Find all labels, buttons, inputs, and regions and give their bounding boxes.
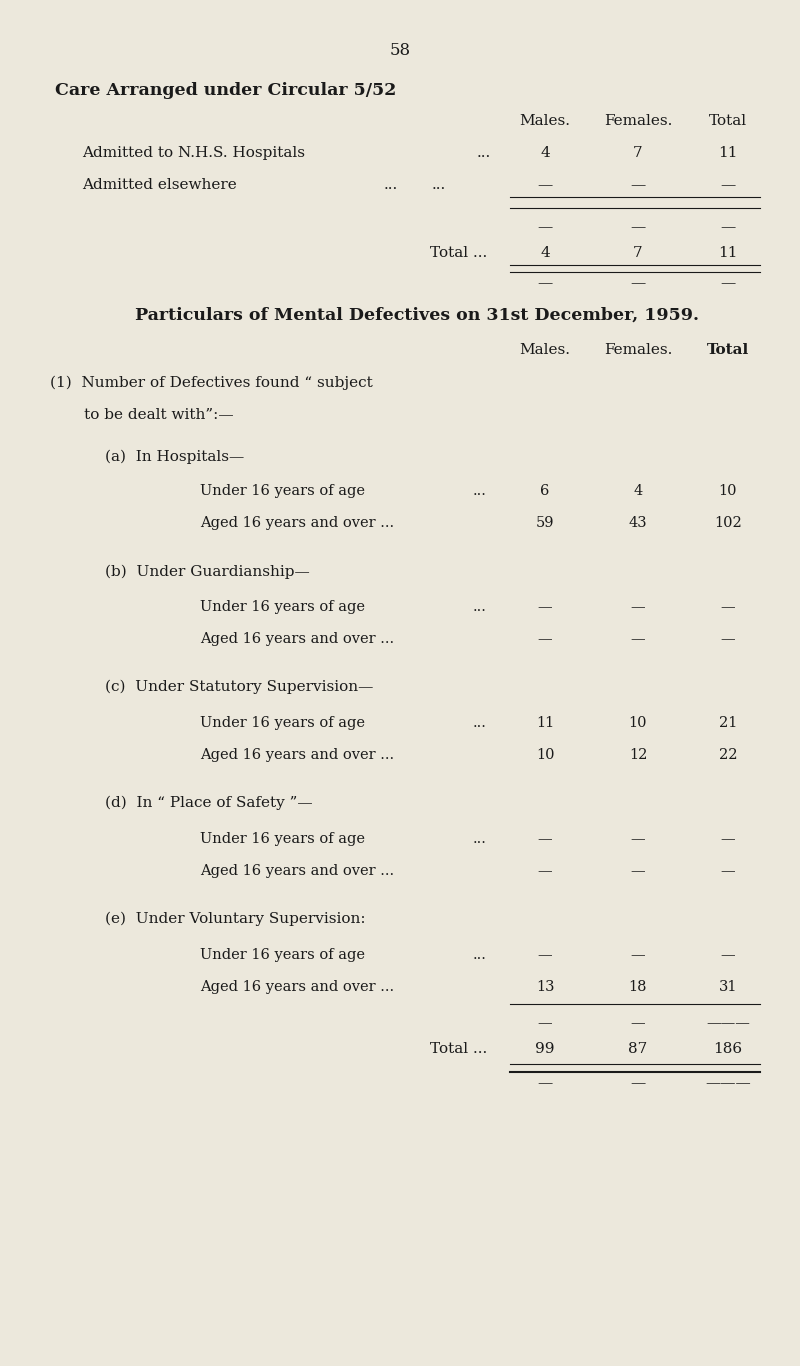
Text: 43: 43	[629, 516, 647, 530]
Text: Admitted to N.H.S. Hospitals: Admitted to N.H.S. Hospitals	[82, 146, 305, 160]
Text: Aged 16 years and over ...: Aged 16 years and over ...	[200, 749, 394, 762]
Text: 22: 22	[718, 749, 738, 762]
Text: ...: ...	[473, 716, 487, 729]
Text: —: —	[538, 948, 552, 962]
Text: —: —	[630, 632, 646, 646]
Text: —: —	[538, 832, 552, 846]
Text: Females.: Females.	[604, 113, 672, 128]
Text: 10: 10	[536, 749, 554, 762]
Text: Admitted elsewhere: Admitted elsewhere	[82, 178, 237, 193]
Text: Females.: Females.	[604, 343, 672, 357]
Text: ...: ...	[473, 600, 487, 613]
Text: —: —	[720, 276, 736, 290]
Text: Under 16 years of age: Under 16 years of age	[200, 832, 365, 846]
Text: 4: 4	[540, 146, 550, 160]
Text: ———: ———	[705, 1076, 751, 1090]
Text: Males.: Males.	[519, 113, 570, 128]
Text: —: —	[630, 1016, 646, 1030]
Text: 186: 186	[714, 1042, 742, 1056]
Text: Aged 16 years and over ...: Aged 16 years and over ...	[200, 865, 394, 878]
Text: ...: ...	[477, 146, 491, 160]
Text: —: —	[630, 948, 646, 962]
Text: 12: 12	[629, 749, 647, 762]
Text: 10: 10	[629, 716, 647, 729]
Text: Total: Total	[707, 343, 749, 357]
Text: Total ...: Total ...	[430, 246, 487, 260]
Text: 31: 31	[718, 979, 738, 994]
Text: Under 16 years of age: Under 16 years of age	[200, 716, 365, 729]
Text: —: —	[538, 178, 553, 193]
Text: —: —	[538, 632, 552, 646]
Text: —: —	[538, 600, 552, 613]
Text: Under 16 years of age: Under 16 years of age	[200, 948, 365, 962]
Text: —: —	[721, 865, 735, 878]
Text: —: —	[630, 178, 646, 193]
Text: Aged 16 years and over ...: Aged 16 years and over ...	[200, 632, 394, 646]
Text: 102: 102	[714, 516, 742, 530]
Text: ...: ...	[432, 178, 446, 193]
Text: Total: Total	[709, 113, 747, 128]
Text: (e)  Under Voluntary Supervision:: (e) Under Voluntary Supervision:	[105, 912, 366, 926]
Text: Aged 16 years and over ...: Aged 16 years and over ...	[200, 979, 394, 994]
Text: Aged 16 years and over ...: Aged 16 years and over ...	[200, 516, 394, 530]
Text: 4: 4	[540, 246, 550, 260]
Text: 11: 11	[718, 246, 738, 260]
Text: —: —	[720, 178, 736, 193]
Text: —: —	[721, 600, 735, 613]
Text: 7: 7	[633, 146, 643, 160]
Text: to be dealt with”:—: to be dealt with”:—	[50, 408, 234, 422]
Text: 4: 4	[634, 484, 642, 499]
Text: —: —	[630, 865, 646, 878]
Text: (b)  Under Guardianship—: (b) Under Guardianship—	[105, 566, 310, 579]
Text: ...: ...	[473, 484, 487, 499]
Text: —: —	[720, 220, 736, 234]
Text: 87: 87	[628, 1042, 648, 1056]
Text: 7: 7	[633, 246, 643, 260]
Text: Total ...: Total ...	[430, 1042, 487, 1056]
Text: —: —	[630, 1076, 646, 1090]
Text: —: —	[630, 832, 646, 846]
Text: —: —	[630, 220, 646, 234]
Text: —: —	[538, 1076, 553, 1090]
Text: (d)  In “ Place of Safety ”—: (d) In “ Place of Safety ”—	[105, 796, 313, 810]
Text: —: —	[721, 948, 735, 962]
Text: 11: 11	[536, 716, 554, 729]
Text: 6: 6	[540, 484, 550, 499]
Text: ...: ...	[473, 948, 487, 962]
Text: —: —	[538, 1016, 552, 1030]
Text: 59: 59	[536, 516, 554, 530]
Text: Under 16 years of age: Under 16 years of age	[200, 600, 365, 613]
Text: —: —	[721, 632, 735, 646]
Text: (c)  Under Statutory Supervision—: (c) Under Statutory Supervision—	[105, 680, 374, 694]
Text: —: —	[538, 865, 552, 878]
Text: —: —	[630, 276, 646, 290]
Text: ...: ...	[473, 832, 487, 846]
Text: ...: ...	[384, 178, 398, 193]
Text: Care Arranged under Circular 5/52: Care Arranged under Circular 5/52	[55, 82, 396, 98]
Text: 13: 13	[536, 979, 554, 994]
Text: 99: 99	[535, 1042, 554, 1056]
Text: 10: 10	[718, 484, 738, 499]
Text: 11: 11	[718, 146, 738, 160]
Text: Under 16 years of age: Under 16 years of age	[200, 484, 365, 499]
Text: —: —	[538, 276, 553, 290]
Text: —: —	[721, 832, 735, 846]
Text: Particulars of Mental Defectives on 31st December, 1959.: Particulars of Mental Defectives on 31st…	[135, 307, 699, 324]
Text: 21: 21	[719, 716, 737, 729]
Text: —: —	[538, 220, 553, 234]
Text: ———: ———	[706, 1016, 750, 1030]
Text: 18: 18	[629, 979, 647, 994]
Text: 58: 58	[390, 42, 410, 59]
Text: (1)  Number of Defectives found “ subject: (1) Number of Defectives found “ subject	[50, 376, 373, 391]
Text: (a)  In Hospitals—: (a) In Hospitals—	[105, 449, 244, 464]
Text: —: —	[630, 600, 646, 613]
Text: Males.: Males.	[519, 343, 570, 357]
